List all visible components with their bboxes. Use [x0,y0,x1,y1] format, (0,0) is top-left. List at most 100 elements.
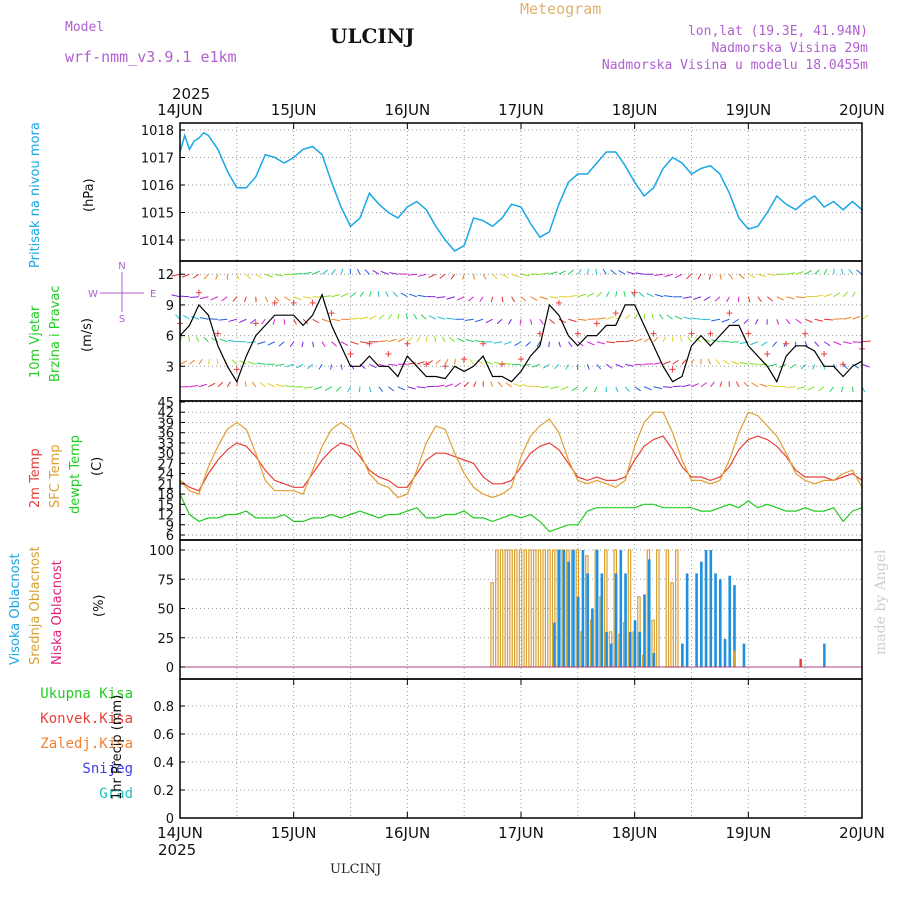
wind-barb [852,386,854,393]
wind-barb [800,363,806,370]
wind-barb [568,269,574,275]
wind-barb [785,318,791,325]
wind-barb [377,291,380,297]
x-tick-label-bottom: 18JUN [612,824,658,842]
cloud-bar-high [695,573,698,667]
wind-barb [714,296,721,302]
wind-barb [833,318,843,320]
wind-barb [239,360,247,365]
wind-barb [582,386,588,392]
wind-barb [474,340,484,343]
wind-barb [397,337,405,343]
cloud-bar-mid [523,549,528,668]
wind-barb [369,315,377,320]
wind-barb [596,317,606,320]
wind-barb [654,293,664,298]
wind-barb [417,273,427,277]
wind-barb [625,363,634,367]
precip-legend-convective: Konvek.Kisa [40,711,133,727]
wind-barb [711,318,721,322]
wind-barb [207,358,211,365]
cloud-bar-high [685,573,689,667]
wind-barb [274,273,284,277]
wind-barb [331,294,340,298]
wind-barb [496,318,503,325]
wind-barb [490,296,494,303]
wind-barb [634,363,644,366]
wind-barb [823,293,832,298]
wind-barb [540,386,550,388]
wind-barb [567,341,573,347]
wind-gust-marker [574,330,581,337]
cloud-bar-high [709,550,713,667]
cloud-bar-extra [799,658,802,667]
wind-gust-marker [404,340,411,347]
wind-barb [767,273,777,276]
wind-barb [462,358,465,365]
wind-barb [463,381,470,388]
y-tick-label: 1015 [141,207,174,222]
wind-barb [416,386,426,389]
wind-barb [267,382,275,388]
wind-barb [301,341,304,348]
wind-barb [852,315,861,320]
wind-barb [529,319,533,325]
wind-barb [634,386,641,392]
wind-barb [728,273,734,280]
wind-barb [368,386,372,393]
wind-gust-marker [518,356,524,363]
wind-barb [274,296,280,302]
y-tick-label: 50 [157,603,174,618]
wind-barb [776,296,785,301]
cloud-bar-mid [490,582,494,668]
wind-barb [243,296,247,303]
wind-barb [571,386,579,392]
wind-barb [501,273,509,279]
cloud-bar-extra [733,650,736,667]
wind-barb [653,386,663,390]
wind-barb [199,296,209,300]
wind-barb [519,319,522,325]
wind-barb [434,336,437,342]
x-tick-label-bottom: 20JUN [839,824,885,842]
wind-barb [743,318,749,325]
y-tick-label: 1016 [141,179,174,194]
wind-barb [663,295,673,298]
wind-barb [191,315,200,320]
wind-barb [682,296,692,299]
wind-barb [842,363,848,370]
wind-barb [719,381,723,387]
wind-barb [228,339,237,343]
wind-barb [848,268,853,275]
wind-barb [171,273,181,277]
wind-barb [330,364,333,370]
wind-barb [548,341,550,348]
model-elevation-label: Nadmorska Visina u modelu 18.0455m [601,58,868,73]
y-tick-label: 30 [157,447,174,462]
wind-barb [265,273,273,278]
wind-barb [502,362,512,365]
wind-barb [841,386,844,393]
wind-barb [340,268,344,275]
cloud-bar-mid [504,549,509,668]
wind-barb [683,316,692,320]
wind-barb [350,292,357,298]
wind-barb [646,292,654,298]
wind-barb [606,341,616,344]
wind-barb [672,385,682,388]
wind-barb [814,341,820,347]
wind-barb [284,273,294,276]
wind-gust-marker [840,361,847,368]
wind-barb [289,341,295,348]
wind-gust-marker [290,299,297,306]
wind-barb [457,337,465,343]
wind-barb [293,272,303,275]
x-tick-label-bottom: 17JUN [498,824,544,842]
cloud-bar-high [576,596,580,667]
y-tick-label: 18 [157,488,174,503]
wind-barb [643,386,652,391]
wind-barb [577,293,586,298]
wind-barb [331,341,337,347]
wind-barb [654,273,664,277]
